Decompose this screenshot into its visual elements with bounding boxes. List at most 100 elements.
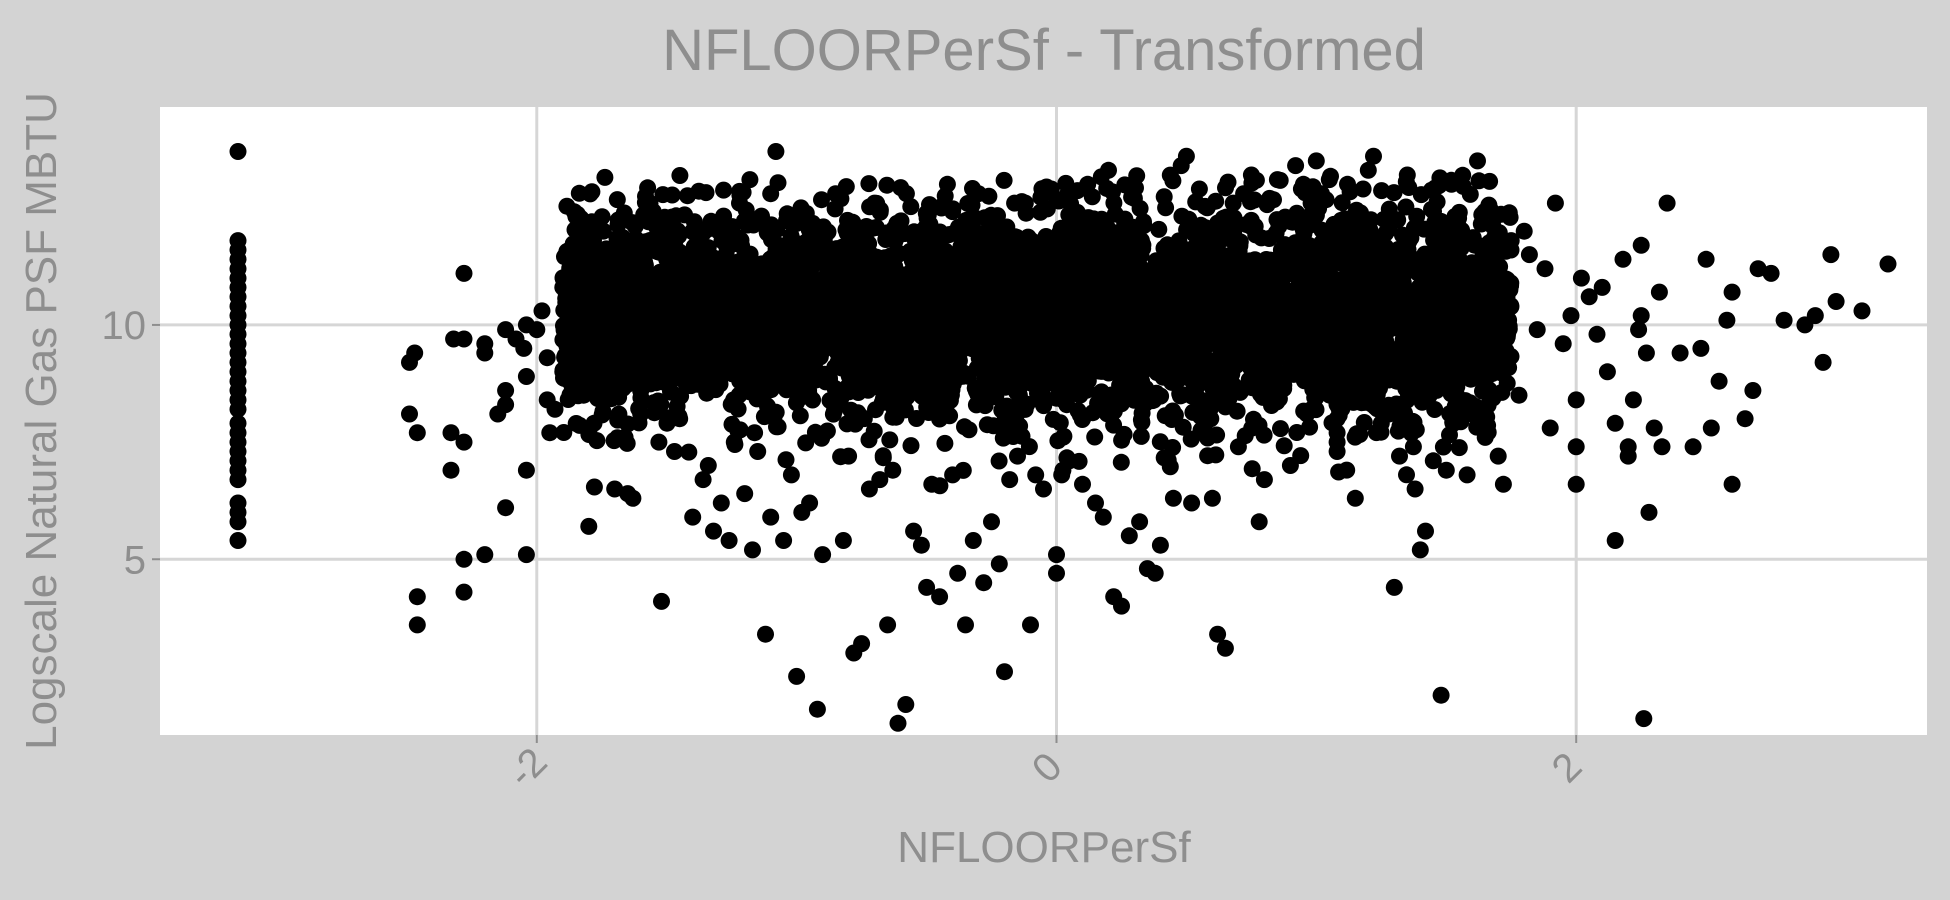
data-point: [849, 312, 867, 330]
data-point: [1164, 439, 1182, 456]
data-point: [1341, 225, 1359, 243]
data-point: [995, 171, 1013, 189]
data-point: [610, 405, 628, 423]
data-point: [770, 355, 788, 373]
data-point: [970, 335, 988, 353]
data-point: [1113, 431, 1131, 449]
data-point: [1245, 367, 1263, 385]
data-point: [746, 424, 764, 442]
data-point: [566, 221, 584, 239]
data-point: [1288, 424, 1306, 441]
data-point: [778, 265, 796, 283]
data-point: [818, 422, 836, 440]
data-point: [746, 321, 764, 339]
data-point: [737, 254, 755, 272]
data-point: [1071, 406, 1089, 424]
data-point: [1294, 282, 1312, 300]
data-point: [1267, 391, 1285, 409]
data-point: [1160, 297, 1178, 314]
data-point: [1104, 183, 1121, 201]
data-point: [608, 191, 626, 209]
data-point: [928, 383, 946, 401]
data-point: [766, 221, 783, 239]
data-point: [1461, 185, 1479, 203]
data-point: [762, 381, 780, 399]
data-point: [1180, 210, 1198, 228]
data-point: [639, 179, 657, 197]
data-point: [1137, 379, 1155, 397]
data-point: [1385, 184, 1403, 202]
data-point: [810, 237, 828, 255]
data-point: [989, 207, 1006, 225]
data-point: [621, 300, 639, 318]
data-point: [1275, 437, 1293, 455]
data-point: [990, 452, 1008, 470]
data-point: [1116, 213, 1134, 231]
data-point: [1086, 428, 1104, 446]
data-point: [1016, 400, 1034, 418]
data-point: [1360, 376, 1377, 393]
data-point: [919, 299, 937, 317]
data-point: [936, 434, 954, 452]
data-point: [1502, 297, 1520, 315]
data-point: [800, 221, 818, 239]
data-point: [902, 437, 920, 455]
data-point: [817, 373, 835, 391]
data-point: [1053, 390, 1071, 408]
chart-title: NFLOORPerSf - Transformed: [662, 18, 1426, 83]
data-point: [1075, 355, 1093, 373]
data-point: [715, 181, 733, 199]
data-point: [978, 257, 996, 275]
data-point: [622, 346, 640, 364]
data-point: [1003, 235, 1021, 252]
data-point: [1243, 419, 1261, 437]
data-point: [1354, 273, 1372, 291]
data-point: [1112, 453, 1130, 471]
data-point: [1153, 316, 1171, 334]
data-point: [744, 282, 762, 300]
data-point: [1398, 381, 1416, 399]
data-point: [1199, 429, 1217, 447]
data-point: [880, 369, 898, 387]
data-point: [591, 276, 609, 294]
data-point: [896, 225, 914, 242]
data-point: [572, 304, 590, 322]
data-point: [1302, 206, 1320, 224]
data-point: [1122, 248, 1140, 266]
data-point: [1114, 371, 1132, 389]
data-point: [579, 243, 597, 261]
data-point: [1285, 365, 1303, 383]
data-point: [1402, 424, 1420, 442]
data-point: [1125, 348, 1143, 366]
data-point: [1180, 295, 1198, 312]
data-point: [976, 397, 994, 415]
data-point: [995, 413, 1013, 430]
data-point: [1417, 374, 1435, 392]
data-point: [602, 305, 620, 323]
data-point: [1298, 405, 1316, 423]
data-point: [908, 410, 925, 427]
data-point: [1174, 418, 1192, 436]
data-point: [1060, 350, 1078, 368]
data-point: [1346, 428, 1364, 446]
data-point: [1441, 378, 1459, 395]
data-point: [1052, 335, 1070, 353]
data-point: [1469, 276, 1487, 294]
data-point: [680, 443, 698, 461]
data-point: [645, 404, 663, 422]
data-point: [1034, 232, 1051, 250]
data-point: [902, 198, 920, 216]
data-point: [561, 386, 579, 404]
data-point: [583, 213, 601, 231]
data-point: [867, 219, 885, 236]
data-point: [1320, 325, 1338, 343]
data-point: [663, 186, 681, 204]
data-point: [924, 360, 942, 378]
data-point: [1193, 257, 1211, 275]
data-point: [842, 401, 860, 419]
data-point: [1164, 172, 1182, 190]
data-point: [1240, 259, 1258, 276]
data-point: [703, 317, 721, 335]
data-point: [1182, 430, 1200, 448]
data-point: [1362, 395, 1380, 413]
